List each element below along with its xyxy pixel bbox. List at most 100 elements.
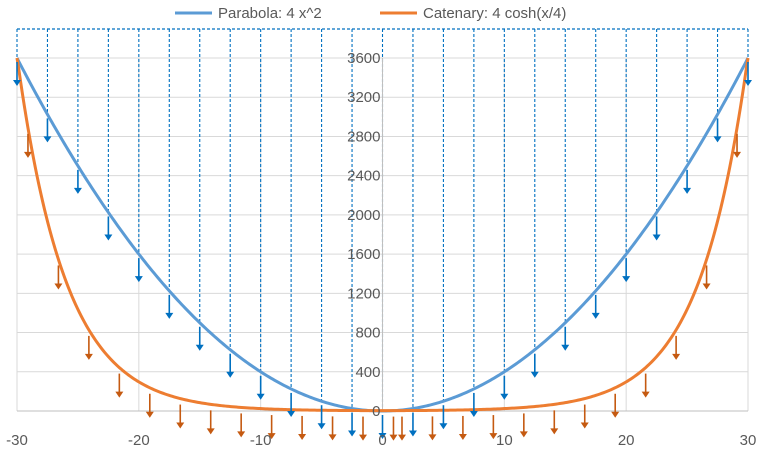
catenary-load-arrow-head bbox=[611, 411, 620, 418]
legend-item-0: Parabola: 4 x^2 bbox=[175, 5, 322, 22]
parabola-load-arrow bbox=[165, 294, 174, 319]
y-tick-label: 3600 bbox=[347, 50, 380, 67]
x-tick-label: 10 bbox=[496, 432, 513, 449]
catenary-load-arrow bbox=[115, 373, 124, 398]
catenary-load-arrow bbox=[702, 265, 711, 290]
parabola-load-arrow-head bbox=[348, 430, 357, 437]
parabola-load-arrow-head bbox=[165, 312, 174, 319]
parabola-load-arrow-head bbox=[195, 344, 204, 351]
catenary-load-arrow-head bbox=[115, 391, 124, 398]
parabola-load-arrow-head bbox=[104, 234, 113, 241]
parabola-load-arrow bbox=[683, 169, 692, 194]
y-tick-label: 2800 bbox=[347, 128, 380, 145]
parabola-load-arrow-head bbox=[652, 234, 661, 241]
x-tick-label: -30 bbox=[6, 432, 28, 449]
catenary-load-arrow-head bbox=[298, 433, 307, 440]
catenary-load-arrow-head bbox=[458, 433, 467, 440]
parabola-load-arrow bbox=[13, 62, 21, 86]
parabola-load-arrow bbox=[530, 353, 539, 378]
catenary-load-arrow bbox=[489, 415, 498, 440]
axes bbox=[17, 58, 748, 412]
catenary-load-arrow bbox=[176, 404, 185, 429]
load-arrows bbox=[13, 62, 752, 441]
catenary-load-arrow bbox=[206, 410, 215, 435]
parabola-load-arrow bbox=[378, 415, 387, 439]
catenary-load-arrow-head bbox=[145, 411, 154, 418]
catenary-load-arrow bbox=[550, 410, 559, 435]
parabola-load-arrow-head bbox=[408, 430, 417, 437]
parabola-load-arrow bbox=[500, 375, 509, 400]
catenary-load-arrow bbox=[298, 415, 307, 440]
catenary-load-arrow-head bbox=[702, 283, 711, 290]
parabola-load-arrow-head bbox=[43, 136, 52, 143]
catenary-load-arrow-head bbox=[328, 434, 337, 441]
catenary-load-arrow bbox=[359, 416, 368, 441]
x-tick-label: 30 bbox=[740, 432, 757, 449]
legend-label: Parabola: 4 x^2 bbox=[218, 5, 322, 22]
catenary-load-arrow bbox=[145, 393, 154, 418]
parabola-load-arrow bbox=[713, 118, 722, 143]
catenary-load-arrow bbox=[580, 404, 589, 429]
catenary-load-arrow-head bbox=[489, 433, 498, 440]
y-tick-label: 1600 bbox=[347, 246, 380, 263]
catenary-load-arrow-head bbox=[641, 391, 650, 398]
catenary-load-arrow-head bbox=[672, 353, 681, 360]
parabola-load-arrow-head bbox=[439, 423, 448, 430]
catenary-load-arrow bbox=[458, 415, 467, 440]
parabola-load-arrow-head bbox=[561, 344, 570, 351]
catenary-load-arrow-head bbox=[23, 151, 32, 158]
y-tick-label: 400 bbox=[355, 364, 380, 381]
parabola-load-arrow-head bbox=[226, 371, 235, 378]
catenary-load-arrow-head bbox=[389, 434, 398, 441]
parabola-load-arrow bbox=[104, 216, 113, 241]
parabola-load-arrow bbox=[195, 326, 204, 351]
parabola-load-arrow bbox=[408, 412, 417, 437]
parabola-load-arrow-head bbox=[378, 433, 387, 439]
catenary-load-arrow-head bbox=[237, 431, 246, 438]
parabola-load-arrow bbox=[348, 412, 357, 437]
x-tick-label: 20 bbox=[618, 432, 635, 449]
catenary-load-arrow-head bbox=[267, 433, 276, 440]
catenary-load-arrow bbox=[641, 373, 650, 398]
parabola-load-arrow bbox=[439, 405, 448, 430]
y-tick-label: 0 bbox=[372, 403, 380, 420]
parabola-load-arrow-head bbox=[713, 136, 722, 143]
parabola-load-arrow bbox=[591, 294, 600, 319]
parabola-load-arrow bbox=[622, 258, 631, 283]
parabola-load-arrow-head bbox=[591, 312, 600, 319]
parabola-load-arrow bbox=[561, 326, 570, 351]
catenary-load-arrow-head bbox=[206, 428, 215, 435]
legend-item-1: Catenary: 4 cosh(x/4) bbox=[380, 5, 566, 22]
parabola-load-arrow bbox=[287, 392, 296, 417]
x-tick-label: 0 bbox=[378, 432, 386, 449]
catenary-load-arrow bbox=[397, 416, 406, 441]
parabola-load-arrow-head bbox=[683, 187, 692, 194]
y-tick-label: 1200 bbox=[347, 285, 380, 302]
parabola-load-arrow bbox=[134, 258, 143, 283]
catenary-load-arrow-head bbox=[54, 283, 63, 290]
catenary-load-arrow bbox=[389, 416, 398, 441]
catenary-load-arrow-head bbox=[428, 434, 437, 441]
y-tick-label: 3200 bbox=[347, 89, 380, 106]
catenary-load-arrow bbox=[84, 335, 93, 360]
parabola-load-arrow-head bbox=[500, 393, 509, 400]
tick-labels: 0 400 800 1200 1600 2000 2400 2800 3200 3600 -30 -2… bbox=[6, 50, 756, 449]
parabola-load-arrow bbox=[256, 375, 265, 400]
parabola-load-arrow-head bbox=[256, 393, 265, 400]
x-tick-label: -20 bbox=[128, 432, 150, 449]
parabola-load-arrow bbox=[744, 62, 752, 86]
parabola-load-arrow-head bbox=[73, 187, 82, 194]
catenary-load-arrow bbox=[428, 416, 437, 441]
parabola-load-arrow-head bbox=[134, 276, 143, 283]
parabola-load-arrow bbox=[652, 216, 661, 241]
catenary-load-arrow bbox=[23, 133, 32, 158]
catenary-load-arrow-head bbox=[733, 151, 742, 158]
catenary-load-arrow bbox=[611, 393, 620, 418]
catenary-load-arrow bbox=[519, 413, 528, 438]
parabola-load-arrow-head bbox=[530, 371, 539, 378]
legend-label: Catenary: 4 cosh(x/4) bbox=[423, 5, 566, 22]
y-tick-label: 800 bbox=[355, 325, 380, 342]
parabola-load-arrow bbox=[226, 353, 235, 378]
series-line-1 bbox=[15, 57, 750, 413]
